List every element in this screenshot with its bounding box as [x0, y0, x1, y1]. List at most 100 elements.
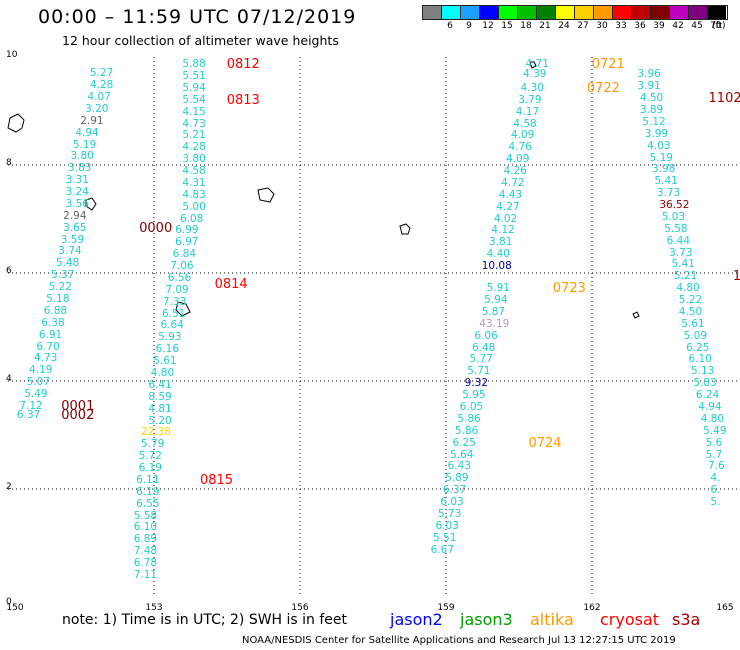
wave-height-value: 3.65 [63, 221, 87, 234]
wave-height-value: 4.58 [513, 117, 537, 130]
wave-height-value: 5.71 [467, 365, 491, 378]
wave-height-value: 5.22 [48, 281, 72, 294]
wave-height-value: 3.80 [182, 153, 206, 166]
wave-height-value: 4.73 [182, 117, 206, 130]
wave-height-value: 5.94 [484, 294, 508, 307]
wave-height-value: 6.44 [666, 234, 691, 247]
wave-height-value: 5.51 [433, 531, 457, 544]
wave-height-value: 5.51 [182, 69, 206, 82]
wave-height-value: 5.37 [51, 269, 75, 282]
lon-tick-label: 153 [145, 603, 163, 613]
wave-height-value: 6.41 [148, 378, 172, 391]
wave-height-value: 5.21 [182, 129, 206, 142]
wave-height-value: 6.06 [474, 329, 498, 342]
map-title: 00:00 – 11:59 UTC 07/12/2019 [38, 6, 357, 28]
colorbar-tick-label: 12 [482, 21, 494, 31]
wave-height-value: 4.27 [496, 200, 520, 213]
wave-height-value: 6.25 [452, 436, 476, 449]
colorbar-swatch [460, 5, 479, 20]
wave-height-value: 3.20 [85, 102, 109, 115]
wave-height-value: 4.73 [33, 352, 58, 365]
wave-height-value: 5.88 [182, 58, 206, 71]
wave-height-value: 4. [710, 472, 721, 485]
wave-height-value: 6.97 [175, 236, 199, 249]
wave-height-value: 6.37 [16, 408, 41, 421]
colorbar-tick-label: 45 [691, 21, 703, 31]
pass-time-label: 0001 [61, 398, 95, 414]
lon-tick-label: 156 [291, 603, 309, 613]
lat-tick-label: 4 [6, 374, 12, 384]
colorbar-swatch [517, 5, 536, 20]
wave-height-value: 7.09 [165, 283, 189, 296]
wave-height-value: 3.81 [489, 236, 513, 249]
wave-height-value: 6.56 [167, 271, 192, 284]
wave-height-value: 4.43 [498, 188, 523, 201]
wave-height-value: 4.58 [182, 165, 206, 178]
wave-height-value: 3.89 [639, 104, 664, 116]
wave-height-value: 4.28 [182, 141, 206, 154]
wave-height-value: 5.20 [148, 414, 172, 427]
wave-height-value: 3.99 [644, 127, 669, 140]
wave-height-value: 7.33 [162, 295, 187, 308]
wave-height-value: 6.64 [160, 319, 184, 332]
lon-tick-label: 165 [716, 603, 734, 613]
colorbar-tick-label: 36 [634, 21, 646, 31]
wave-height-value: 5.72 [138, 450, 162, 463]
wave-height-value: 22.38 [141, 426, 172, 439]
wave-height-value: 4.03 [647, 139, 671, 152]
wave-height-value: 3.74 [58, 245, 82, 258]
colorbar-tick-label: 33 [615, 21, 627, 31]
wave-height-value: 5.19 [649, 151, 673, 164]
wave-height-value: 5.09 [683, 329, 708, 342]
wave-height-value: 4.09 [510, 129, 535, 142]
wave-height-value: 6.11 [136, 473, 160, 486]
island-outline [7, 113, 25, 133]
colorbar-swatch [688, 5, 707, 20]
wave-height-value: 5.27 [89, 67, 114, 80]
pass-time-label: 0723 [552, 281, 586, 297]
wave-height-value: 3.56 [65, 197, 89, 210]
colorbar-swatch [555, 5, 574, 20]
legend-item-altika: altika [530, 610, 574, 629]
wave-height-value: 5.03 [661, 210, 686, 223]
wave-height-value: 6.67 [430, 543, 454, 556]
lon-tick-label: 150 [6, 603, 24, 613]
wave-height-value: 4.17 [515, 105, 540, 118]
wave-height-value: 6.03 [435, 519, 459, 532]
wave-height-value: 5.00 [182, 200, 206, 213]
wave-height-value: 5.91 [486, 282, 510, 295]
island-outline [399, 223, 411, 235]
colorbar-swatch [593, 5, 612, 20]
map-subtitle: 12 hour collection of altimeter wave hei… [62, 33, 339, 48]
wave-height-value: 7.06 [170, 260, 194, 273]
wave-height-value: 4.19 [29, 364, 53, 377]
wave-height-value: 4.80 [150, 366, 175, 379]
lat-tick-label: 10 [6, 50, 18, 60]
wave-height-value: 5.54 [182, 93, 206, 106]
island-outline [85, 197, 97, 211]
colorbar-tick-label: 18 [520, 21, 532, 31]
wave-height-value: 7.11 [133, 568, 158, 581]
colorbar-swatch [441, 5, 460, 20]
wave-height-value: 6. [710, 484, 721, 497]
wave-height-value: 4.26 [503, 165, 527, 178]
colorbar-unit-label: (ft) [712, 21, 726, 31]
wave-height-value: 5.49 [24, 388, 48, 401]
wave-height-value: 5.13 [690, 365, 715, 378]
wave-height-value: 6.84 [172, 248, 197, 261]
wave-height-value: 3.80 [70, 150, 94, 163]
pass-time-label: 0000 [139, 220, 173, 236]
wave-height-value: 5.61 [153, 355, 177, 368]
wave-height-value: 4.76 [508, 141, 532, 154]
colorbar-swatch [669, 5, 688, 20]
wave-height-value: 5.49 [703, 424, 727, 437]
wave-height-value: 10.08 [481, 260, 512, 273]
colorbar-swatch [612, 5, 631, 20]
pass-time-label: 0812 [226, 57, 260, 73]
wave-height-value: 6.10 [688, 353, 712, 366]
wave-height-value: 5.07 [26, 376, 51, 389]
pass-time-label: 0721 [591, 57, 625, 73]
wave-height-value: 6.78 [133, 557, 158, 570]
